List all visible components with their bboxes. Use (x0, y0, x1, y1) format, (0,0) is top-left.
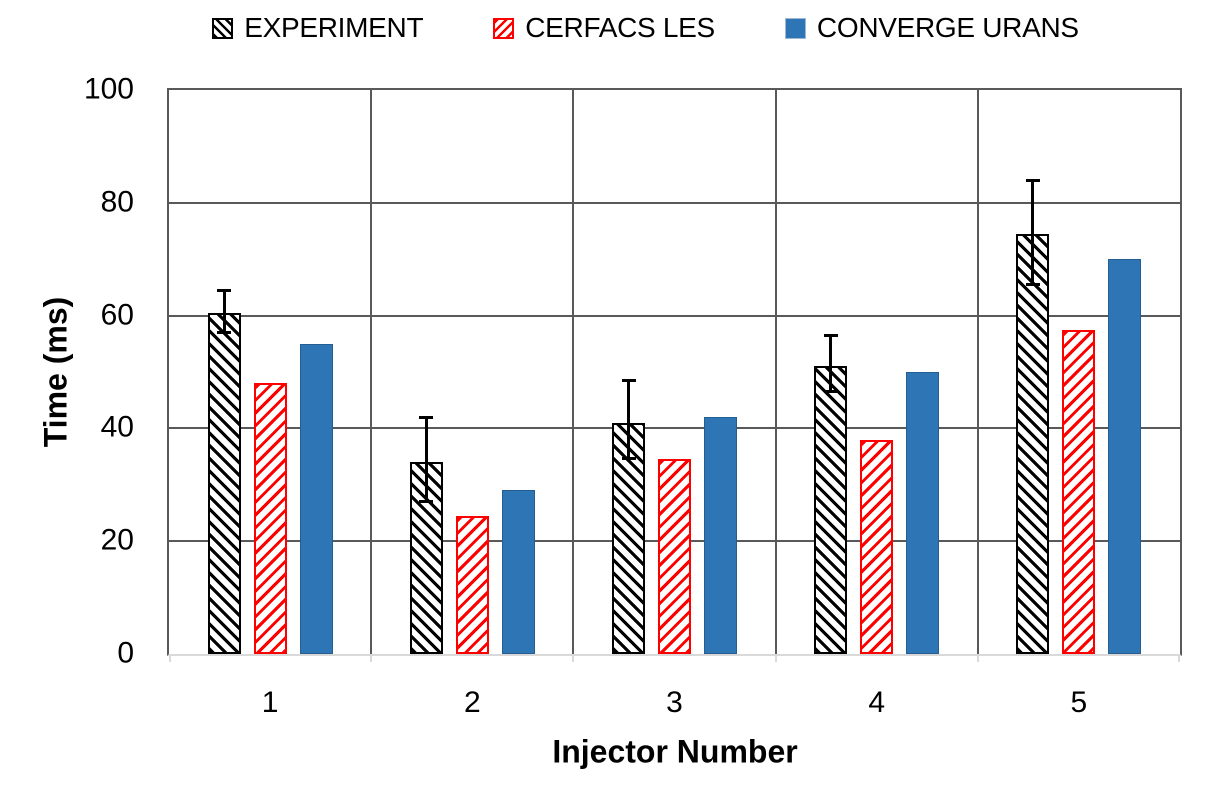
x-axis-tick-5 (1178, 654, 1180, 662)
x-axis-tick-1 (370, 654, 373, 662)
y-tick-label-40: 40 (100, 410, 134, 444)
x-tick-label-5: 5 (1070, 686, 1088, 719)
legend: EXPERIMENT CERFACS LES CONVERGE URANS (39, 10, 1213, 46)
x-tick-label-1: 1 (261, 686, 279, 719)
category-separator-1 (370, 90, 373, 654)
gridline-y-80 (169, 201, 1180, 204)
error-cap-top-injector-4 (823, 334, 838, 338)
y-tick-label-20: 20 (100, 523, 134, 557)
legend-label-converge-urans: CONVERGE URANS (816, 12, 1079, 43)
y-tick-label-100: 100 (83, 72, 134, 106)
bar-converge-urans-injector-2 (501, 490, 535, 654)
x-tick-label-2: 2 (463, 686, 481, 719)
legend-item-cerfacs-les: CERFACS LES (493, 12, 715, 44)
bar-converge-urans-injector-4 (906, 372, 940, 654)
y-tick-label-80: 80 (100, 185, 134, 219)
error-cap-bottom-injector-5 (1025, 282, 1040, 286)
x-axis-tick-2 (572, 654, 575, 662)
bar-cerfacs-les-injector-3 (658, 459, 691, 654)
error-cap-top-injector-1 (217, 289, 232, 293)
legend-swatch-converge-urans-icon (784, 17, 806, 39)
legend-label-cerfacs-les: CERFACS LES (525, 12, 715, 43)
error-cap-top-injector-3 (621, 379, 636, 383)
gridline-y-40 (169, 427, 1180, 430)
plot-area (167, 88, 1182, 662)
category-separator-3 (774, 90, 777, 654)
x-tick-label-4: 4 (868, 686, 886, 719)
legend-label-experiment: EXPERIMENT (244, 12, 424, 43)
error-bar-experiment-injector-2 (424, 417, 428, 502)
bar-experiment-injector-5 (1016, 234, 1050, 654)
y-tick-label-60: 60 (100, 297, 134, 331)
error-bar-experiment-injector-1 (222, 290, 226, 333)
y-tick-label-0: 0 (117, 636, 134, 670)
error-cap-bottom-injector-2 (419, 499, 434, 503)
error-cap-top-injector-5 (1025, 179, 1040, 183)
bar-experiment-injector-3 (612, 423, 645, 654)
x-axis-title: Injector Number (552, 733, 798, 770)
gridline-y-60 (169, 314, 1180, 317)
category-separator-4 (976, 90, 979, 654)
category-separator-2 (572, 90, 575, 654)
error-bar-experiment-injector-3 (627, 380, 630, 460)
bar-experiment-injector-1 (207, 313, 241, 654)
bar-converge-urans-injector-3 (704, 417, 737, 654)
legend-swatch-cerfacs-les-icon (493, 17, 515, 39)
legend-swatch-experiment-icon (212, 17, 234, 39)
legend-item-experiment: EXPERIMENT (212, 12, 424, 44)
bar-converge-urans-injector-5 (1108, 259, 1142, 654)
x-tick-label-3: 3 (666, 686, 683, 719)
error-cap-top-injector-2 (419, 416, 434, 420)
error-bar-experiment-injector-5 (1031, 180, 1035, 285)
x-axis-tick-0 (169, 654, 171, 662)
bar-cerfacs-les-injector-5 (1062, 330, 1096, 654)
bar-converge-urans-injector-1 (299, 344, 333, 654)
error-cap-bottom-injector-1 (217, 330, 232, 334)
x-axis-tick-4 (976, 654, 979, 662)
error-cap-bottom-injector-4 (823, 389, 838, 393)
bar-experiment-injector-4 (814, 366, 848, 654)
bar-cerfacs-les-injector-4 (860, 440, 894, 654)
bar-cerfacs-les-injector-2 (455, 516, 489, 654)
error-bar-experiment-injector-4 (829, 335, 833, 392)
error-cap-bottom-injector-3 (621, 457, 636, 461)
legend-item-converge-urans: CONVERGE URANS (784, 12, 1079, 44)
x-axis-tick-3 (774, 654, 777, 662)
bar-cerfacs-les-injector-1 (253, 383, 287, 654)
